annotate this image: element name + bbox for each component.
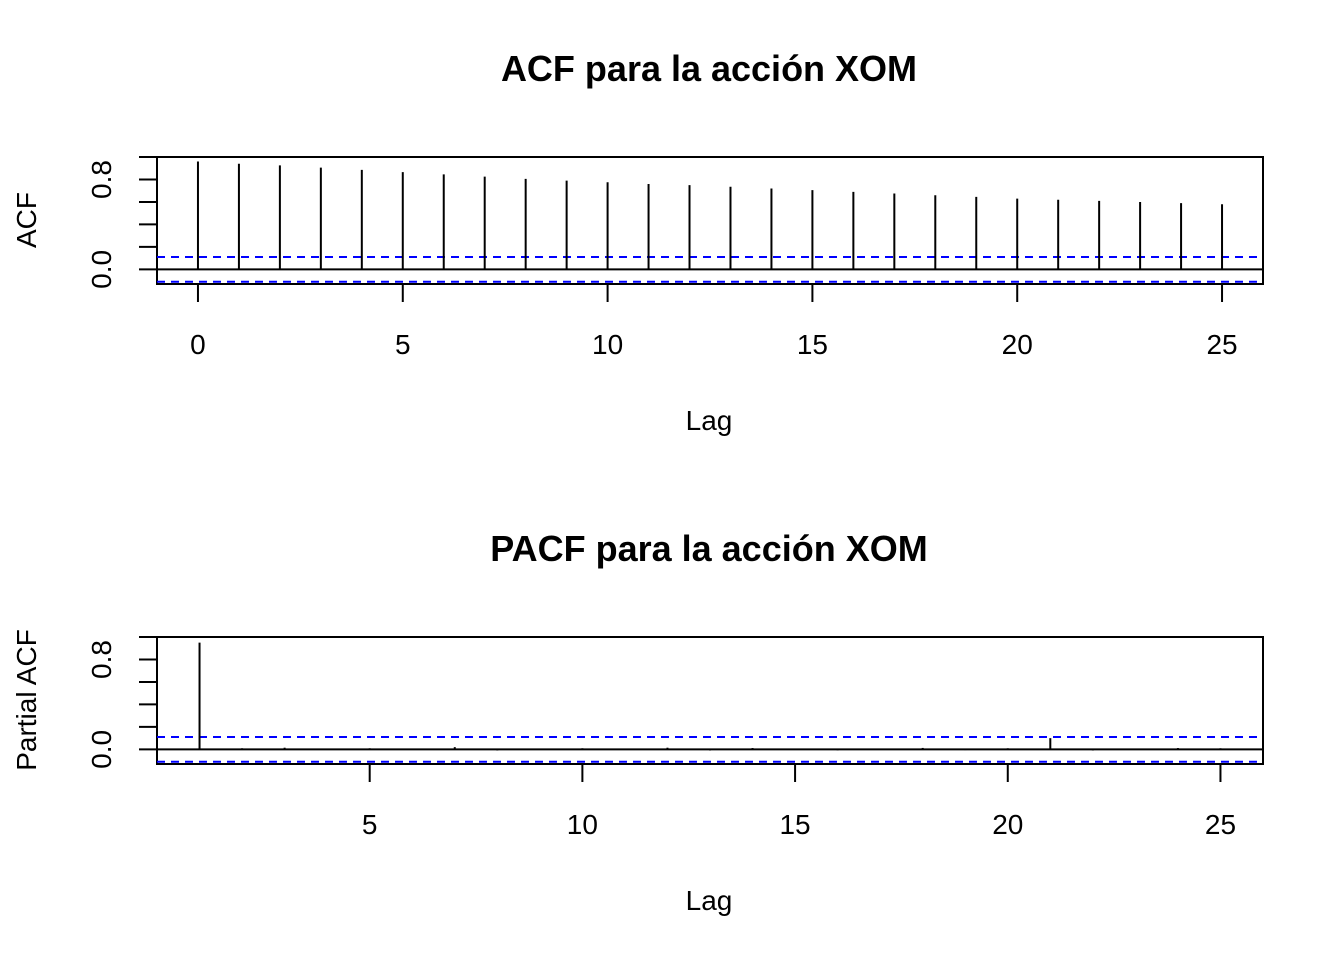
acf-plot-area: 0 5 10 15 20 25 0.0 0.8: [86, 156, 1264, 360]
pacf-xlabel: Lag: [686, 885, 733, 916]
acf-x-tick-label-0: 0: [190, 329, 206, 360]
pacf-plot-area: 5 10 15 20 25 0.0 0.8: [86, 636, 1264, 840]
acf-title: ACF para la acción XOM: [501, 48, 917, 89]
pacf-plot-frame: [156, 636, 1264, 765]
acf-x-tick-label-10: 10: [592, 329, 623, 360]
pacf-x-tick-label-10: 10: [567, 809, 598, 840]
acf-plot-frame: [156, 156, 1264, 285]
pacf-ylabel: Partial ACF: [11, 629, 42, 771]
acf-xlabel: Lag: [686, 405, 733, 436]
acf-ylabel: ACF: [11, 192, 42, 248]
acf-x-tick-label-20: 20: [1002, 329, 1033, 360]
acf-x-tick-label-5: 5: [395, 329, 411, 360]
pacf-title: PACF para la acción XOM: [490, 528, 927, 569]
pacf-x-tick-label-15: 15: [779, 809, 810, 840]
acf-y-tick-label-0: 0.0: [86, 250, 117, 289]
acf-y-tick-label-4: 0.8: [86, 160, 117, 199]
pacf-panel: PACF para la acción XOM Partial ACF Lag …: [11, 528, 1264, 916]
acf-panel: ACF para la acción XOM ACF Lag 0 5 10 15 20 2…: [11, 48, 1264, 436]
acf-x-tick-label-15: 15: [797, 329, 828, 360]
pacf-x-tick-label-25: 25: [1205, 809, 1236, 840]
pacf-x-tick-label-5: 5: [362, 809, 378, 840]
pacf-y-tick-label-4: 0.8: [86, 640, 117, 679]
pacf-x-tick-label-20: 20: [992, 809, 1023, 840]
acf-x-tick-label-25: 25: [1206, 329, 1237, 360]
pacf-y-tick-label-0: 0.0: [86, 730, 117, 769]
